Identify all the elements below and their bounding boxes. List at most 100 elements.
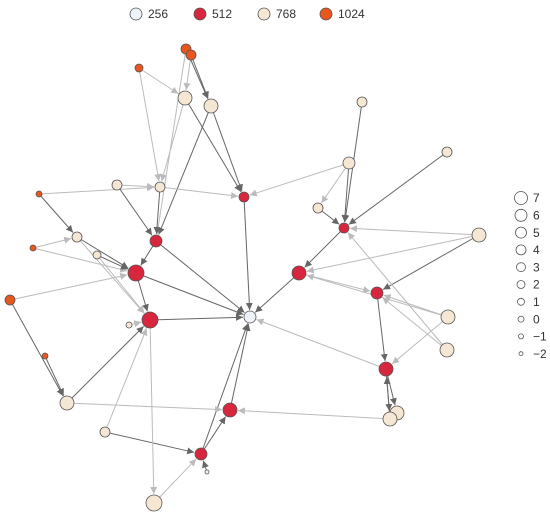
node bbox=[291, 265, 307, 281]
edge bbox=[138, 67, 179, 95]
edge bbox=[347, 232, 448, 351]
node bbox=[471, 227, 487, 243]
node bbox=[439, 342, 455, 358]
size-swatch bbox=[515, 244, 527, 256]
node bbox=[338, 222, 350, 234]
node bbox=[378, 361, 394, 377]
node bbox=[35, 190, 43, 198]
legend-label: 512 bbox=[212, 7, 232, 21]
node bbox=[194, 447, 208, 461]
edge bbox=[382, 234, 480, 290]
size-label: 5 bbox=[533, 226, 540, 240]
node bbox=[382, 411, 398, 427]
node bbox=[177, 90, 193, 106]
edge bbox=[183, 54, 192, 91]
node bbox=[71, 231, 83, 243]
edge bbox=[149, 313, 244, 321]
size-label: 6 bbox=[533, 208, 540, 222]
legend-label: 256 bbox=[148, 7, 168, 21]
edge bbox=[38, 184, 155, 195]
node bbox=[356, 96, 368, 108]
size-swatch bbox=[516, 262, 526, 273]
node bbox=[238, 191, 250, 203]
nodes bbox=[4, 43, 487, 512]
legend-swatch bbox=[193, 7, 207, 21]
legend-label: 1024 bbox=[338, 7, 365, 21]
edge bbox=[229, 323, 251, 411]
edge bbox=[76, 236, 145, 314]
edge bbox=[159, 186, 239, 199]
edge bbox=[249, 162, 350, 197]
node bbox=[441, 146, 453, 158]
node bbox=[222, 402, 238, 418]
node bbox=[4, 294, 16, 306]
node bbox=[185, 49, 197, 61]
size-label: 7 bbox=[533, 191, 540, 205]
size-swatch bbox=[515, 226, 527, 239]
size-label: 4 bbox=[533, 243, 540, 257]
size-label: −2 bbox=[533, 347, 547, 361]
node bbox=[134, 63, 144, 73]
edge bbox=[9, 299, 64, 397]
size-swatch bbox=[514, 208, 528, 222]
node bbox=[41, 352, 49, 360]
node bbox=[92, 250, 102, 260]
node bbox=[59, 395, 75, 411]
edge bbox=[153, 458, 197, 504]
edge bbox=[382, 297, 448, 351]
size-swatch bbox=[518, 351, 524, 357]
size-swatch bbox=[517, 315, 525, 323]
edge bbox=[66, 402, 223, 413]
size-swatch bbox=[516, 280, 526, 289]
node bbox=[154, 181, 166, 193]
edge bbox=[158, 105, 212, 235]
edge bbox=[116, 184, 153, 236]
edge bbox=[38, 193, 74, 233]
edge bbox=[76, 236, 129, 269]
edge bbox=[44, 355, 65, 396]
legend-swatch bbox=[319, 7, 333, 21]
node bbox=[312, 202, 324, 214]
edge bbox=[341, 162, 350, 223]
size-label: 1 bbox=[533, 295, 540, 309]
edge bbox=[96, 254, 129, 270]
size-label: −1 bbox=[533, 330, 547, 344]
node bbox=[203, 98, 219, 114]
edge bbox=[155, 240, 245, 313]
edge bbox=[154, 48, 187, 235]
node bbox=[370, 286, 384, 300]
node bbox=[440, 309, 456, 325]
size-swatch bbox=[517, 297, 525, 306]
node bbox=[243, 310, 257, 324]
edge bbox=[200, 323, 249, 455]
edges bbox=[9, 48, 480, 504]
edge bbox=[96, 254, 145, 314]
legend-label: 768 bbox=[276, 7, 296, 21]
size-swatch bbox=[514, 191, 528, 205]
edge bbox=[254, 272, 300, 313]
size-label: 0 bbox=[533, 312, 540, 326]
edge bbox=[153, 186, 161, 235]
edge bbox=[32, 247, 128, 273]
edge bbox=[160, 97, 186, 182]
edge bbox=[376, 292, 388, 362]
edge bbox=[135, 272, 244, 316]
node bbox=[125, 321, 133, 329]
edge bbox=[348, 151, 448, 225]
node bbox=[127, 264, 145, 282]
edge bbox=[32, 236, 72, 249]
edge bbox=[200, 416, 227, 455]
edge bbox=[306, 234, 480, 274]
edge bbox=[243, 196, 253, 311]
edge bbox=[116, 182, 155, 190]
size-label: 2 bbox=[533, 278, 540, 292]
edge bbox=[138, 67, 162, 182]
node bbox=[111, 179, 123, 191]
edge bbox=[184, 97, 242, 193]
edge bbox=[210, 105, 243, 192]
edge bbox=[66, 326, 144, 404]
node bbox=[145, 494, 163, 512]
edge bbox=[237, 407, 391, 420]
edge bbox=[320, 162, 350, 204]
edge bbox=[104, 431, 195, 455]
